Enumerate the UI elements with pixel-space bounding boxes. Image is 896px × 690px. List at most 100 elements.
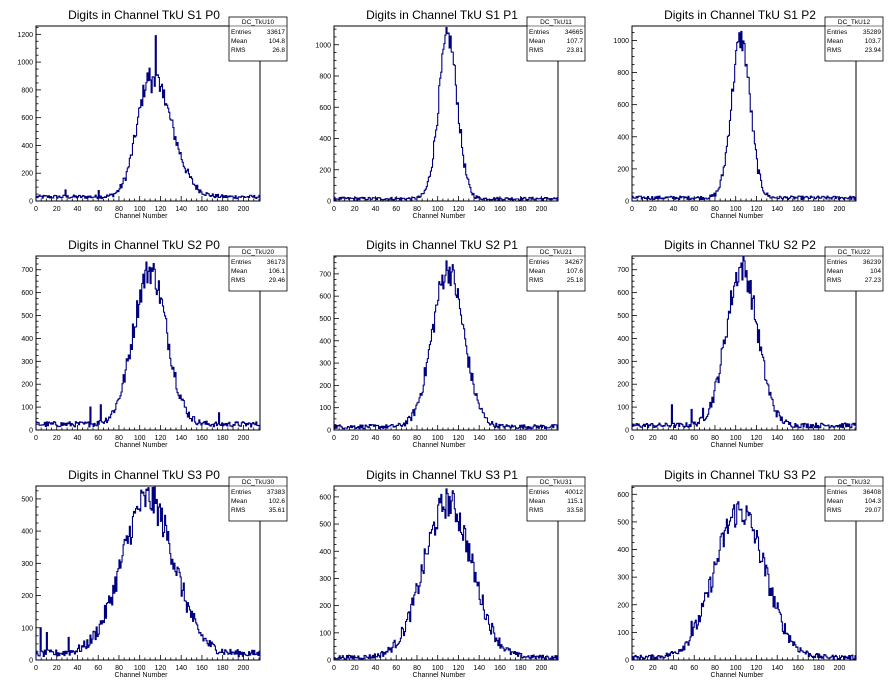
- x-tick-label: 0: [332, 206, 336, 213]
- stats-box-frame: [526, 246, 586, 292]
- stats-box: DC_TkU22 Entries 36239 Mean 104 RMS 27.23: [824, 246, 884, 292]
- x-tick-label: 100: [134, 665, 146, 672]
- plot-frame: [35, 25, 261, 202]
- stats-label-rms: RMS: [231, 507, 246, 514]
- stats-label-entries: Entries: [231, 259, 252, 266]
- x-tick-label: 80: [711, 206, 719, 213]
- x-tick-label: 140: [771, 665, 783, 672]
- y-tick-label: 600: [21, 115, 33, 122]
- y-tick-label: 400: [617, 134, 629, 141]
- stats-label-mean: Mean: [827, 268, 844, 275]
- x-tick-label: 120: [751, 435, 763, 442]
- y-tick-label: 0: [327, 199, 331, 206]
- histogram-panel-4: Digits in Channel TkU S2 P0 0 20 40 60 80 100 1…: [21, 238, 288, 449]
- y-tick-label: 0: [625, 658, 629, 665]
- stats-name: DC_TkU30: [242, 479, 275, 486]
- x-tick-label: 200: [536, 665, 548, 672]
- x-tick-label: 140: [473, 665, 485, 672]
- stats-box-frame: [526, 476, 586, 522]
- x-tick-label: 60: [392, 435, 400, 442]
- plot-frame: [333, 25, 559, 202]
- x-tick-label: 120: [453, 435, 465, 442]
- x-tick-label: 60: [94, 665, 102, 672]
- stats-value-entries: 36408: [863, 489, 881, 496]
- x-tick-label: 180: [515, 206, 527, 213]
- stats-box: DC_TkU20 Entries 36173 Mean 106.1 RMS 29.46: [228, 246, 288, 292]
- x-tick-label: 0: [332, 435, 336, 442]
- y-tick-label: 500: [319, 316, 331, 323]
- x-axis-label: Channel Number: [115, 213, 169, 220]
- histogram-panel-7: Digits in Channel TkU S3 P0 0 20 40 60 80 100 1…: [21, 468, 288, 679]
- stats-label-mean: Mean: [827, 38, 844, 45]
- y-tick-label: 800: [21, 87, 33, 94]
- stats-label-rms: RMS: [529, 277, 544, 284]
- plot-frame: [333, 485, 559, 661]
- histogram-panel-3: Digits in Channel TkU S1 P2 0 20 40 60 80 100 1…: [613, 8, 884, 220]
- x-tick-label: 60: [392, 665, 400, 672]
- stats-value-entries: 40012: [565, 489, 583, 496]
- x-axis-label: Channel Number: [413, 213, 467, 220]
- stats-value-mean: 104: [870, 268, 881, 275]
- y-tick-label: 300: [617, 575, 629, 582]
- x-axis-label: Channel Number: [413, 672, 467, 679]
- x-tick-label: 80: [711, 435, 719, 442]
- x-tick-label: 20: [351, 665, 359, 672]
- stats-value-rms: 35.61: [269, 507, 286, 514]
- y-tick-label: 700: [21, 267, 33, 274]
- y-tick-label: 200: [21, 382, 33, 389]
- x-tick-label: 200: [238, 665, 250, 672]
- x-tick-label: 80: [413, 206, 421, 213]
- x-axis-label: Channel Number: [115, 672, 169, 679]
- x-tick-label: 160: [196, 435, 208, 442]
- x-tick-label: 140: [473, 435, 485, 442]
- stats-label-mean: Mean: [231, 38, 248, 45]
- x-tick-label: 160: [792, 435, 804, 442]
- histogram-series: [631, 255, 857, 430]
- chart-title: Digits in Channel TkU S2 P2: [664, 238, 816, 252]
- stats-label-entries: Entries: [827, 259, 848, 266]
- y-tick-label: 400: [617, 336, 629, 343]
- stats-label-rms: RMS: [529, 47, 544, 54]
- histogram-series: [631, 30, 857, 201]
- x-tick-label: 180: [813, 206, 825, 213]
- stats-label-entries: Entries: [827, 29, 848, 36]
- y-tick-label: 200: [617, 382, 629, 389]
- x-tick-label: 0: [34, 206, 38, 213]
- y-tick-label: 600: [319, 294, 331, 301]
- histogram-panel-6: Digits in Channel TkU S2 P2 0 20 40 60 80 100 1…: [617, 238, 884, 449]
- y-tick-label: 600: [319, 105, 331, 112]
- y-tick-label: 400: [21, 529, 33, 536]
- y-tick-label: 0: [29, 658, 33, 665]
- x-tick-label: 160: [196, 665, 208, 672]
- x-tick-label: 40: [74, 665, 82, 672]
- y-tick-label: 500: [319, 522, 331, 529]
- x-tick-label: 0: [34, 665, 38, 672]
- y-tick-label: 600: [617, 290, 629, 297]
- y-tick-label: 0: [29, 428, 33, 435]
- chart-title: Digits in Channel TkU S1 P2: [664, 8, 816, 22]
- y-tick-label: 1000: [315, 42, 331, 49]
- y-tick-label: 200: [319, 167, 331, 174]
- x-tick-label: 20: [53, 665, 61, 672]
- x-tick-label: 80: [115, 206, 123, 213]
- y-tick-label: 200: [617, 166, 629, 173]
- y-tick-label: 100: [21, 405, 33, 412]
- stats-name: DC_TkU10: [242, 19, 275, 26]
- stats-name: DC_TkU22: [838, 249, 871, 256]
- x-tick-label: 20: [649, 206, 657, 213]
- y-tick-label: 800: [319, 74, 331, 81]
- y-tick-label: 400: [21, 336, 33, 343]
- x-tick-label: 80: [115, 435, 123, 442]
- x-tick-label: 20: [649, 435, 657, 442]
- y-tick-label: 0: [29, 199, 33, 206]
- x-tick-label: 160: [494, 665, 506, 672]
- x-tick-label: 100: [432, 206, 444, 213]
- stats-value-rms: 23.94: [865, 47, 882, 54]
- y-tick-label: 200: [21, 593, 33, 600]
- stats-box: DC_TkU21 Entries 34267 Mean 107.6 RMS 25.18: [526, 246, 586, 292]
- histogram-panel-1: Digits in Channel TkU S1 P0 0 20 40 60 80 100 1…: [17, 8, 288, 220]
- stats-box: DC_TkU30 Entries 37383 Mean 102.6 RMS 35.61: [228, 476, 288, 522]
- x-tick-label: 40: [670, 206, 678, 213]
- y-tick-label: 400: [617, 547, 629, 554]
- stats-value-mean: 104.8: [269, 38, 286, 45]
